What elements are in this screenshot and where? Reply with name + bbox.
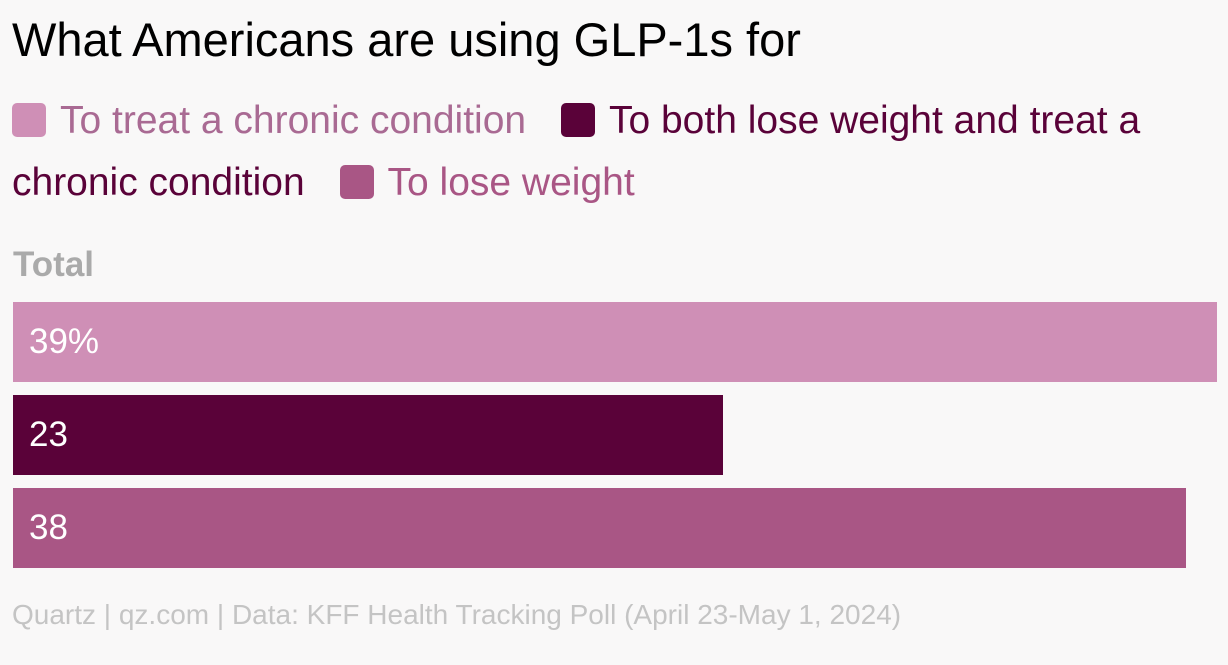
- bar-chronic: 39%: [13, 302, 1217, 382]
- legend-label-weight: To lose weight: [387, 161, 635, 204]
- legend-swatch-both: [560, 103, 595, 137]
- legend-label-both: To both lose weight and treat a chronic …: [12, 99, 1141, 204]
- source-note: Quartz | qz.com | Data: KFF Health Track…: [12, 599, 902, 630]
- legend-item-weight: To lose weight: [339, 161, 635, 204]
- bar-both: 23: [13, 395, 723, 475]
- legend-item-both: To both lose weight and treat a chronic …: [12, 99, 1140, 204]
- bar-value-both: 23: [29, 415, 68, 454]
- bar-value-chronic: 39%: [29, 322, 100, 361]
- bar-weight: 38: [13, 488, 1186, 568]
- bar-chart-area: 39% 23 38: [13, 302, 1217, 570]
- legend: To treat a chronic condition To both los…: [12, 90, 1212, 214]
- bar-value-weight: 38: [29, 508, 68, 547]
- legend-item-chronic: To treat a chronic condition: [12, 99, 537, 142]
- legend-swatch-weight: [339, 165, 374, 199]
- category-label-total: Total: [13, 245, 95, 284]
- legend-swatch-chronic: [12, 103, 46, 137]
- legend-label-chronic: To treat a chronic condition: [60, 99, 527, 142]
- chart-title: What Americans are using GLP-1s for: [12, 13, 801, 66]
